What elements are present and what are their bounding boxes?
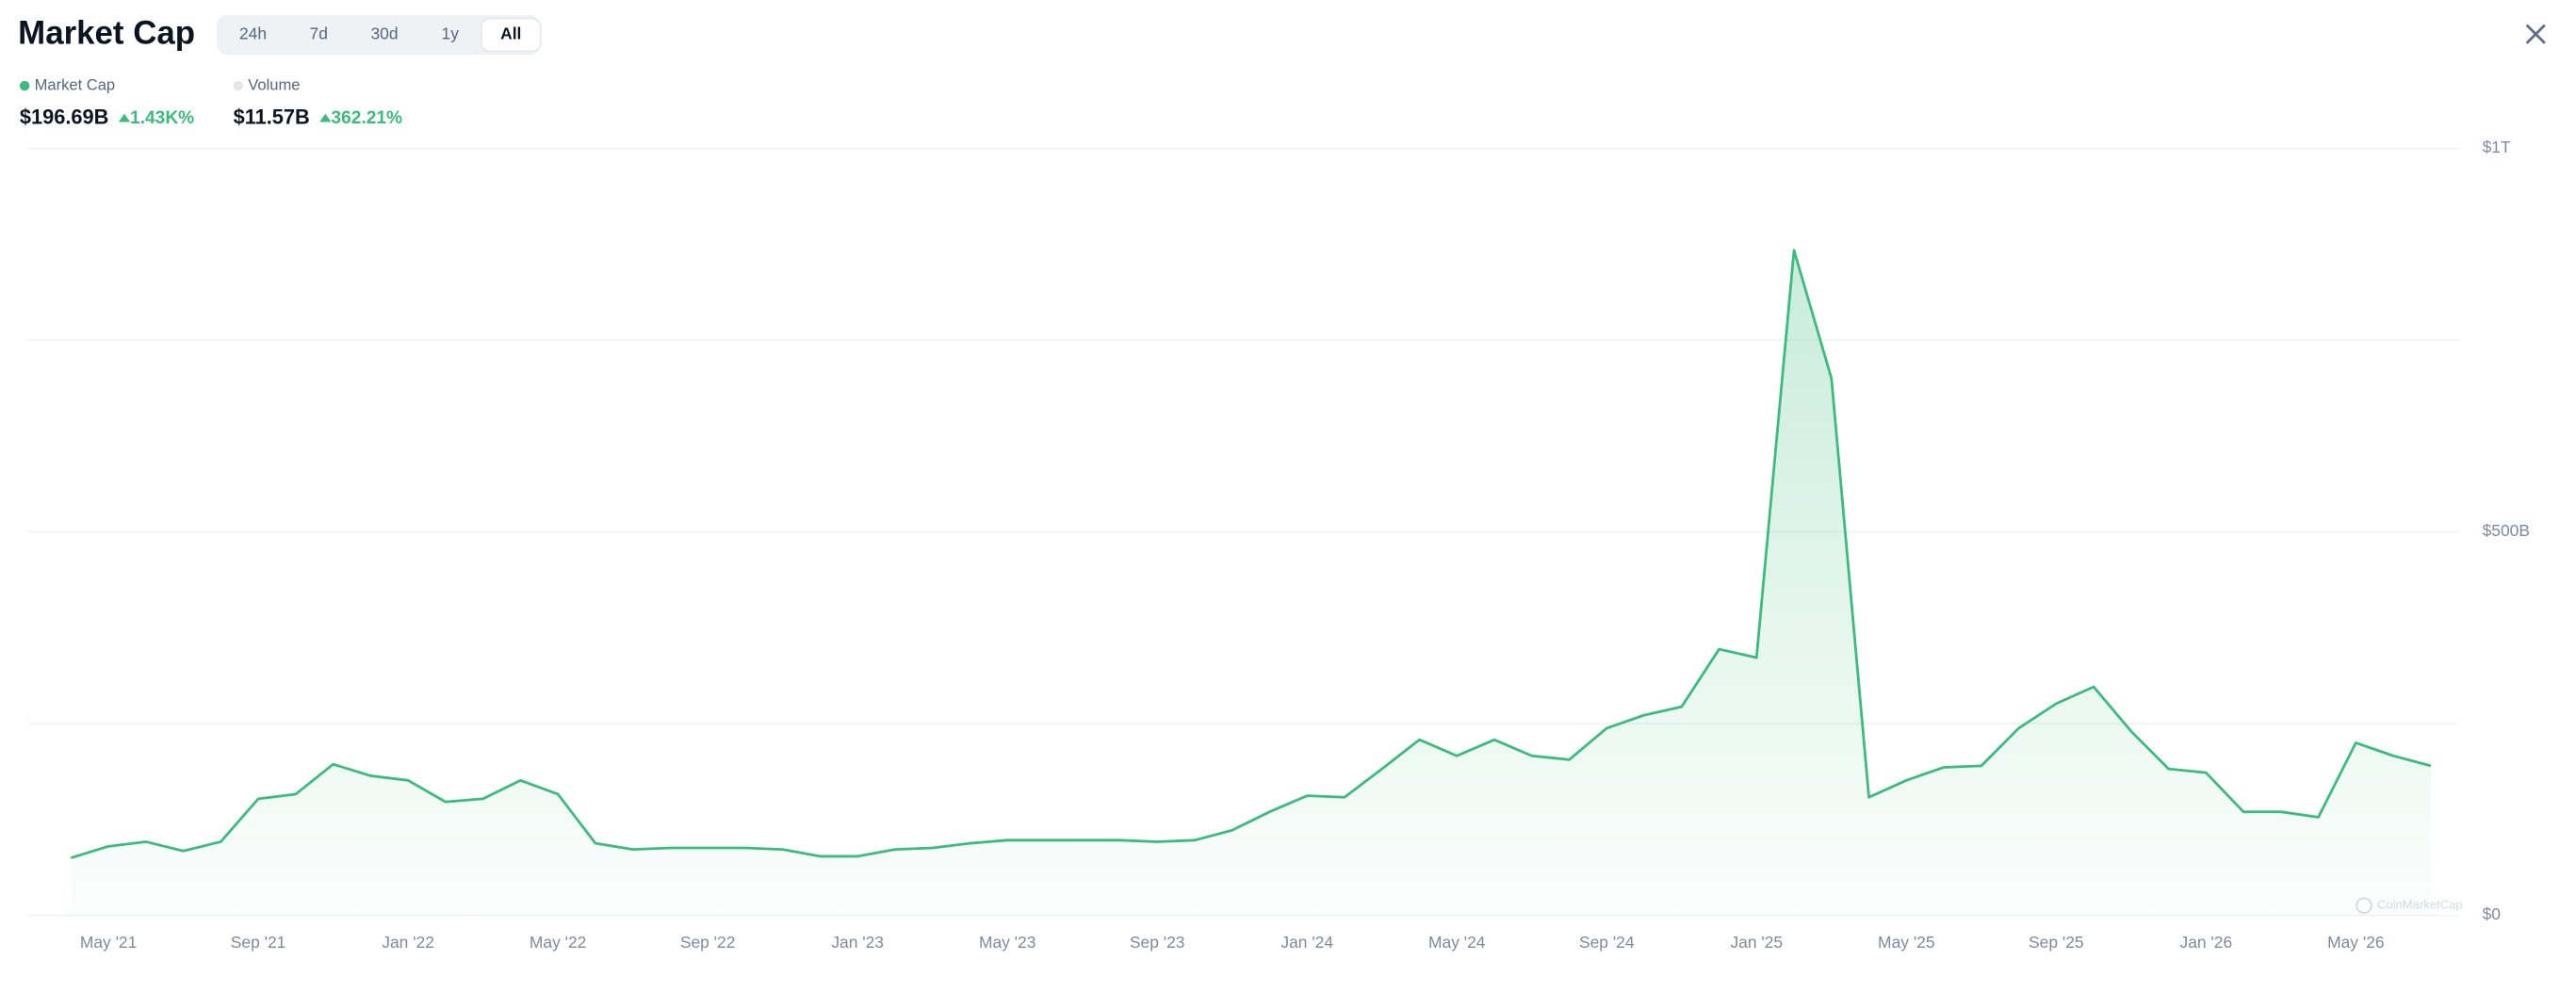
legend-dot [19,80,30,91]
tab-label[interactable]: 30d [370,24,398,43]
x-tick-label: Sep '22 [680,933,736,952]
x-tick-label: Jan '26 [2180,933,2233,952]
tab-label[interactable]: 7d [310,24,328,43]
title: Market Cap [18,14,195,51]
tab[interactable]: All [481,17,542,53]
line [70,249,2432,859]
x-tick-label: Jan '24 [1280,933,1333,952]
tab-label[interactable]: All [500,24,521,43]
stat-change: 1.43K% [130,108,194,128]
up-arrow [118,113,131,122]
y-tick-label: $500B [2483,521,2530,540]
x-tick-label: May '21 [80,933,137,952]
x-tick-label: Jan '23 [831,933,884,952]
legend-dot [233,80,244,91]
stat-change: 362.21% [331,108,402,128]
close-icon [2525,24,2546,44]
x-tick-label: Sep '21 [231,933,286,952]
legend-label: Market Cap [35,75,116,93]
x-tick-label: May '24 [1428,933,1486,952]
stat-value: $11.57B [234,106,310,129]
tab[interactable]: 24h [239,24,267,43]
tab[interactable]: 1y [442,24,460,43]
x-tick-label: Jan '22 [382,933,434,952]
x-tick-label: May '22 [530,933,586,952]
tab[interactable]: 7d [310,24,328,43]
x-tick-label: Sep '25 [2029,933,2084,952]
tab[interactable]: 30d [370,24,398,43]
tab-label[interactable]: 1y [442,24,460,43]
tab-label[interactable]: 24h [239,24,267,43]
x-tick-label: Jan '25 [1730,933,1783,952]
close-button[interactable] [2517,17,2552,53]
x-tick-label: Sep '24 [1579,933,1635,952]
x-tick-label: Sep '23 [1130,933,1185,952]
legend-label: Volume [248,75,300,93]
up-arrow [319,113,332,122]
area [71,250,2431,916]
x-tick-label: May '23 [979,933,1035,952]
x-tick-label: May '26 [2327,933,2384,952]
tab-bar [217,15,541,55]
tab-active-bg[interactable] [481,17,542,53]
y-tick-label: $1T [2483,138,2511,156]
stat-value: $196.69B [20,106,108,129]
y-tick-label: $0 [2483,904,2502,923]
x-tick-label: May '25 [1878,933,1934,952]
